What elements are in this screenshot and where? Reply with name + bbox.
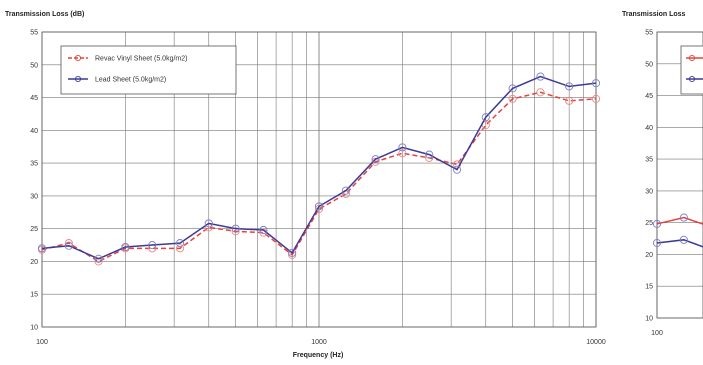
- y-tick-label: 15: [30, 292, 38, 299]
- data-point: [398, 149, 407, 158]
- data-point: [508, 94, 517, 103]
- legend-marker-revac: [74, 54, 82, 62]
- chart-left: Transmission Loss (dB) 10 15 20 25 30 35 40 45 5…: [5, 11, 606, 359]
- data-point: [64, 239, 73, 248]
- y-tick-label: 45: [645, 93, 653, 100]
- y-tick-label: 20: [30, 259, 38, 266]
- data-point: [175, 239, 185, 248]
- legend: Revac Vinyl Sheet (5.0kg/m2) Lead Sheet …: [60, 45, 237, 95]
- legend-label-lead: Lead Sheet (5.0kg/m2): [95, 77, 166, 84]
- legend-marker-2a: [688, 54, 696, 62]
- data-point: [371, 157, 380, 166]
- data-point: [591, 79, 601, 88]
- data-point: [231, 224, 240, 233]
- data-point: [288, 250, 297, 259]
- data-point: [121, 242, 130, 252]
- plot-frame-2: [656, 31, 703, 319]
- series-line-0: [656, 216, 703, 225]
- data-point: [341, 186, 350, 195]
- y-tick-label: 35: [30, 161, 38, 168]
- series-line-1: [41, 75, 597, 260]
- data-point: [371, 155, 380, 164]
- data-point: [94, 254, 103, 263]
- data-point: [37, 244, 47, 253]
- legend-box: [60, 45, 237, 95]
- data-point: [398, 143, 407, 152]
- y-tick-label: 25: [30, 226, 38, 233]
- y-tick-label: 15: [645, 284, 653, 291]
- x-tick-label: 100: [36, 339, 48, 346]
- series-line-1: [656, 239, 703, 248]
- data-point: [452, 165, 462, 174]
- x-axis-label: Frequency (Hz): [293, 352, 344, 359]
- y-tick-label: 20: [645, 252, 653, 259]
- data-point: [679, 213, 688, 222]
- y-tick-label: 10: [30, 325, 38, 332]
- legend-marker-2b: [688, 75, 696, 83]
- data-point: [679, 235, 688, 244]
- data-point: [314, 202, 324, 211]
- data-point: [175, 244, 185, 253]
- legend-box-2: [680, 45, 703, 95]
- y-tick-label: 10: [645, 316, 653, 323]
- data-point: [481, 113, 490, 122]
- y-tick-label: 55: [30, 30, 38, 37]
- data-point: [314, 204, 324, 214]
- x-tick-label: 100: [651, 330, 663, 337]
- data-point: [536, 72, 545, 81]
- data-point: [288, 248, 297, 257]
- y-tick-label: 40: [645, 125, 653, 132]
- y-tick-label: 40: [30, 128, 38, 135]
- legend-2: [680, 45, 703, 95]
- data-point: [231, 227, 240, 236]
- x-tick-label: 1000: [311, 339, 327, 346]
- data-point: [591, 94, 601, 103]
- legend-marker-lead: [74, 75, 82, 83]
- y-tick-label: 55: [645, 30, 653, 37]
- data-point: [148, 241, 157, 250]
- legend-label-revac: Revac Vinyl Sheet (5.0kg/m2): [95, 56, 187, 63]
- y-tick-label: 45: [30, 95, 38, 102]
- data-point: [565, 82, 574, 91]
- plot-frame: [41, 31, 597, 328]
- chart-title: Transmission Loss (dB): [5, 11, 84, 18]
- y-tick-label: 50: [645, 61, 653, 68]
- data-point: [259, 225, 268, 235]
- chart-title-2: Transmission Loss: [622, 11, 686, 18]
- y-tick-label: 30: [30, 193, 38, 200]
- data-point: [536, 88, 545, 97]
- data-point: [64, 241, 73, 250]
- data-point: [508, 84, 517, 93]
- y-tick-label: 25: [645, 220, 653, 227]
- data-point: [425, 150, 434, 159]
- data-point: [652, 219, 662, 228]
- y-tick-label: 35: [645, 157, 653, 164]
- y-tick-label: 50: [30, 62, 38, 69]
- data-point: [565, 96, 574, 105]
- y-tick-label: 30: [645, 188, 653, 195]
- data-point: [94, 257, 103, 266]
- data-point: [652, 238, 662, 248]
- data-point: [204, 219, 213, 228]
- chart-right: Transmission Loss 10 15 20 25 30 35 40 45 50 55 10…: [622, 11, 703, 337]
- x-tick-label: 10000: [586, 339, 606, 346]
